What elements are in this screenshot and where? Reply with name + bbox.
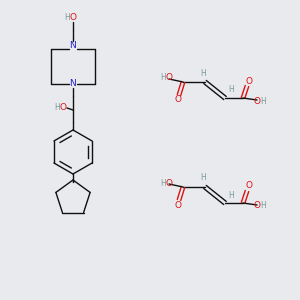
Text: H: H bbox=[160, 74, 166, 82]
Text: O: O bbox=[166, 74, 172, 82]
Text: H: H bbox=[200, 68, 206, 77]
Text: O: O bbox=[59, 103, 67, 112]
Text: O: O bbox=[70, 14, 76, 22]
Text: N: N bbox=[70, 40, 76, 50]
Text: N: N bbox=[70, 80, 76, 88]
Text: H: H bbox=[228, 190, 234, 200]
Text: O: O bbox=[245, 76, 253, 85]
Text: H: H bbox=[260, 202, 266, 211]
Text: H: H bbox=[160, 178, 166, 188]
Text: H: H bbox=[260, 97, 266, 106]
Text: O: O bbox=[166, 178, 172, 188]
Text: H: H bbox=[64, 14, 70, 22]
Text: O: O bbox=[254, 202, 260, 211]
Text: H: H bbox=[228, 85, 234, 94]
Text: O: O bbox=[245, 182, 253, 190]
Text: O: O bbox=[175, 95, 182, 104]
Text: O: O bbox=[175, 200, 182, 209]
Text: O: O bbox=[254, 97, 260, 106]
Text: H: H bbox=[200, 173, 206, 182]
Text: H: H bbox=[54, 103, 60, 112]
